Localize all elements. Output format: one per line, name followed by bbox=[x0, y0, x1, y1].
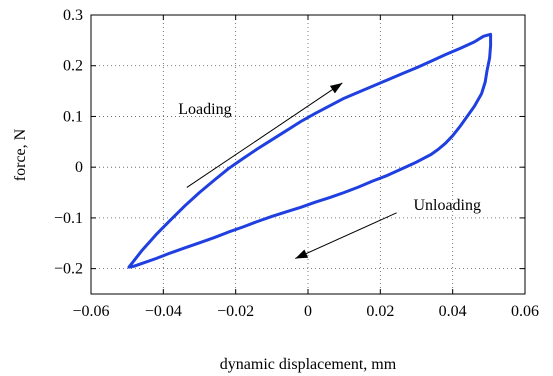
y-tick-label: −0.1 bbox=[54, 210, 83, 227]
x-tick-label: −0.02 bbox=[217, 303, 254, 320]
y-tick-label: 0.1 bbox=[63, 108, 83, 125]
annotation-arrowhead bbox=[329, 83, 343, 94]
x-tick-label: 0.02 bbox=[366, 303, 394, 320]
y-tick-labels: −0.2 −0.1 0 0.1 0.2 0.3 bbox=[54, 7, 83, 278]
x-tick-label: 0 bbox=[304, 303, 312, 320]
annotation-arrow-shaft bbox=[295, 212, 397, 259]
annotation-label: Unloading bbox=[413, 197, 481, 214]
annotation-arrowhead bbox=[295, 249, 309, 259]
y-tick-label: 0.3 bbox=[63, 7, 83, 24]
x-tick-label: 0.06 bbox=[511, 303, 539, 320]
hysteresis-loop-line bbox=[127, 32, 493, 269]
x-tick-label: 0.04 bbox=[439, 303, 467, 320]
y-tick-label: 0 bbox=[75, 159, 83, 176]
annotations-layer: Loading Unloading bbox=[178, 82, 481, 259]
plot-area bbox=[91, 15, 525, 294]
annotation-label: Loading bbox=[178, 101, 231, 118]
plot-frame bbox=[90, 14, 526, 295]
x-tick-label: −0.04 bbox=[145, 303, 182, 320]
annotation-arrow-shaft bbox=[186, 82, 343, 188]
x-axis-label: dynamic displacement, mm bbox=[220, 356, 397, 373]
y-tick-label: 0.2 bbox=[63, 58, 83, 75]
x-tick-labels: −0.06 −0.04 −0.02 0 0.02 0.04 0.06 bbox=[72, 303, 539, 320]
y-axis-label: force, N bbox=[12, 128, 29, 181]
y-tick-label: −0.2 bbox=[54, 261, 83, 278]
series-layer bbox=[127, 32, 493, 269]
x-tick-label: −0.06 bbox=[72, 303, 109, 320]
